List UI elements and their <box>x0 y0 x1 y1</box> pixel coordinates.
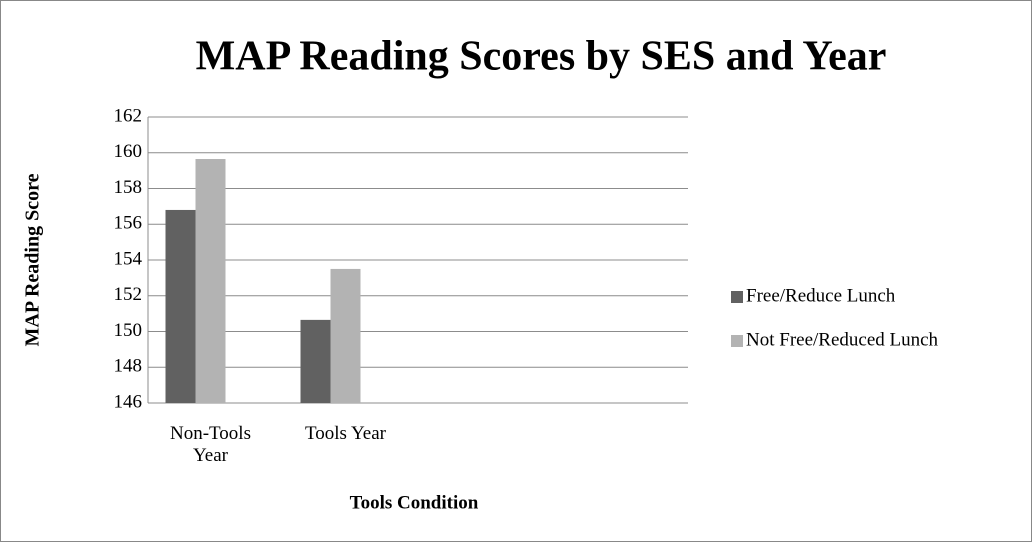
y-tick-label: 150 <box>114 320 143 341</box>
bar <box>195 159 226 403</box>
chart-title: MAP Reading Scores by SES and Year <box>196 34 887 80</box>
y-tick-label: 158 <box>114 177 143 198</box>
y-tick-label: 154 <box>114 248 143 269</box>
y-tick-label: 146 <box>114 391 143 412</box>
legend-swatch <box>731 291 743 303</box>
y-tick-label: 156 <box>114 213 143 234</box>
bar <box>165 209 196 403</box>
legend-swatch <box>731 335 743 347</box>
x-tick-label: Non-Tools Year <box>169 423 251 466</box>
y-tick-label: 148 <box>114 356 143 377</box>
x-axis-title: Tools Condition <box>350 492 479 513</box>
y-tick-label: 160 <box>114 141 143 162</box>
legend-label: Not Free/Reduced Lunch <box>746 329 939 350</box>
y-tick-label: 152 <box>114 284 143 305</box>
bar <box>330 268 361 403</box>
y-tick-label: 162 <box>114 105 143 126</box>
x-tick-label: Tools Year <box>304 423 386 444</box>
legend-label: Free/Reduce Lunch <box>746 285 896 306</box>
y-axis-title: MAP Reading Score <box>22 173 44 346</box>
bar <box>300 319 331 403</box>
